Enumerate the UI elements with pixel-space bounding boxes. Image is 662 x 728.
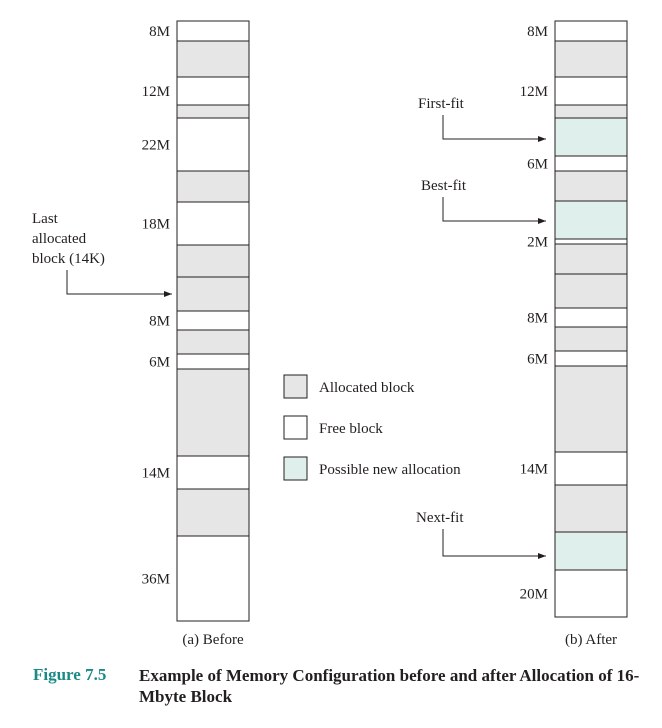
allocated-block [554,104,628,119]
legend-label-allocated: Allocated block [319,380,415,396]
legend-swatch-allocated [283,374,308,399]
first-fit-arrow [442,115,546,142]
allocated-block [176,276,250,312]
allocated-block [176,488,250,537]
first-fit-label: First-fit [418,96,465,112]
after-column: 8M 12M 6M 2M 8M 6M 14M 20M [520,20,628,618]
block-size-label: 14M [142,466,170,482]
free-block [176,535,250,622]
free-block [176,201,250,246]
block-size-label: 20M [520,587,548,603]
allocated-block [176,329,250,355]
before-column: 8M 12M 22M 18M 8M 6M 14M 36M [142,20,250,622]
new-allocation-block [554,117,628,157]
free-block [554,76,628,106]
block-size-label: 6M [527,157,548,173]
block-size-label: 14M [520,462,548,478]
allocated-block [176,368,250,457]
allocated-block [176,170,250,203]
free-block [554,307,628,328]
first-fit-annotation: First-fit [418,96,546,142]
allocated-block [554,273,628,309]
free-block [554,238,628,245]
block-size-label: 6M [149,355,170,371]
free-block [176,353,250,370]
block-size-label: 2M [527,235,548,251]
allocated-block [554,365,628,453]
allocated-block [176,40,250,78]
block-size-label: 36M [142,572,170,588]
free-block [176,455,250,490]
annotation-line: Last [32,211,59,227]
legend-label-free: Free block [319,421,383,437]
new-allocation-block [554,531,628,571]
annotation-arrow [66,270,172,297]
annotation-line: block (14K) [32,251,105,267]
annotation-line: allocated [32,231,87,247]
best-fit-annotation: Best-fit [421,178,546,224]
allocated-block [554,326,628,352]
memory-diagram: 8M 12M 22M 18M 8M 6M 14M 36M 8M 12M 6M 2M 8M 6M 14M 20… [32,20,628,648]
next-fit-annotation: Next-fit [416,510,546,559]
before-title: (a) Before [182,632,244,648]
free-block [176,20,250,42]
free-block [554,350,628,367]
figure-caption-text: Example of Memory Configuration before a… [139,666,640,706]
block-size-label: 22M [142,138,170,154]
block-size-label: 6M [527,352,548,368]
free-block [176,117,250,172]
block-size-label: 8M [149,314,170,330]
free-block [554,569,628,618]
block-size-label: 12M [142,84,170,100]
block-size-label: 18M [142,217,170,233]
free-block [554,20,628,42]
figure-label: Figure 7.5 [33,665,107,684]
block-size-label: 12M [520,84,548,100]
legend-swatch-new-allocation [283,456,308,481]
legend-label-new-allocation: Possible new allocation [319,462,461,478]
next-fit-label: Next-fit [416,510,464,526]
block-size-label: 8M [527,24,548,40]
legend: Allocated block Free block Possible new … [283,374,461,481]
after-title: (b) After [565,632,617,648]
allocated-block [554,243,628,275]
free-block [554,155,628,172]
allocated-block [554,40,628,78]
allocated-block [554,484,628,533]
best-fit-label: Best-fit [421,178,467,194]
allocated-block [176,244,250,278]
block-size-label: 8M [149,24,170,40]
allocated-block [176,104,250,119]
new-allocation-block [554,200,628,240]
best-fit-arrow [442,197,546,224]
free-block [554,451,628,486]
block-size-label: 8M [527,311,548,327]
free-block [176,76,250,106]
last-allocated-annotation: Last allocated block (14K) [32,211,172,297]
next-fit-arrow [442,529,546,559]
legend-swatch-free [283,415,308,440]
allocated-block [554,170,628,202]
free-block [176,310,250,331]
